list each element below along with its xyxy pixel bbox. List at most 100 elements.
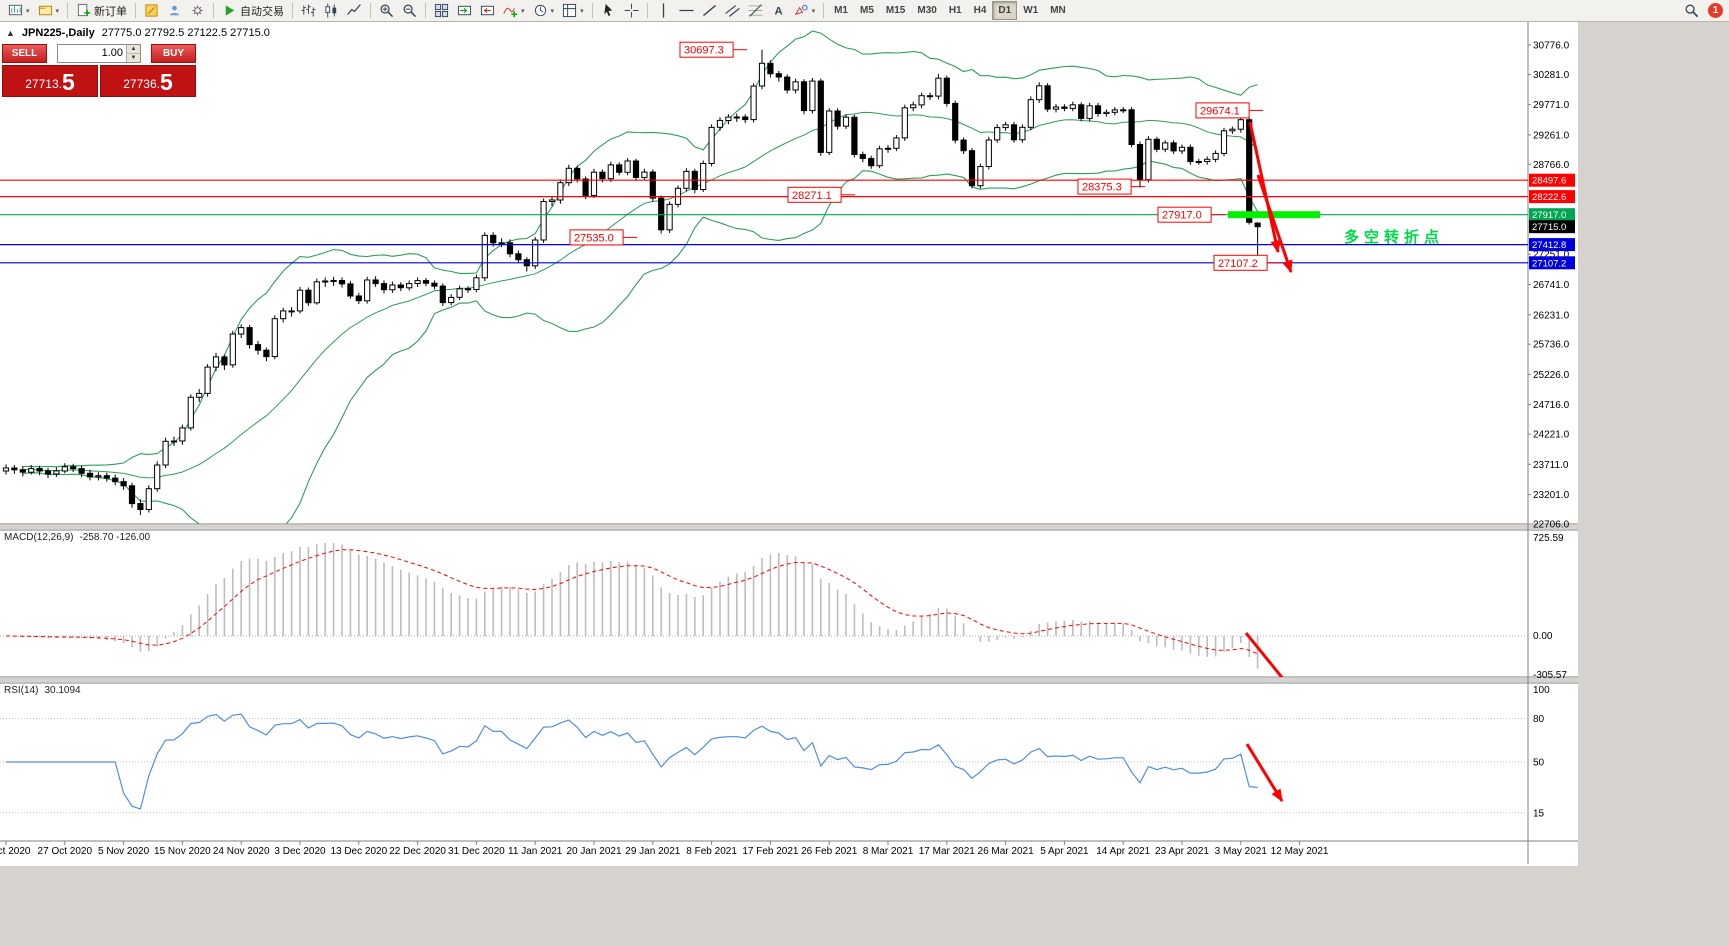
profiles-button[interactable]: ▾ [34, 1, 64, 20]
toolbar-separator [823, 3, 825, 18]
metaeditor-button[interactable] [140, 1, 163, 20]
volume-up-arrow[interactable]: ▲ [127, 45, 140, 54]
toolbar-group-objects: A ▾ [652, 1, 820, 20]
templates-button[interactable]: ▾ [558, 1, 588, 20]
periods-button[interactable]: ▾ [529, 1, 559, 20]
candle-body [800, 81, 808, 112]
zoom-out-button[interactable] [398, 1, 421, 20]
volume-field[interactable]: 1.00 ▲ ▼ [57, 44, 141, 63]
tf-m15-button[interactable]: M15 [880, 1, 911, 20]
panel-splitter[interactable] [0, 525, 1578, 529]
red-arrow-annotation[interactable] [1245, 743, 1284, 803]
main-chart-panel[interactable]: 30697.3 29674.1 28375.3 28271.1 27917.0 27535… [0, 30, 1528, 550]
candle-body [1254, 222, 1261, 228]
green-highlight-zone[interactable] [1228, 211, 1320, 219]
tf-d1-button[interactable]: D1 [992, 1, 1018, 20]
search-button[interactable] [1680, 1, 1703, 20]
price-label-callout[interactable]: 30697.3 [679, 41, 748, 58]
price-axis-tag-text: 28222.6 [1532, 192, 1566, 203]
price-label-callout[interactable]: 28375.3 [1077, 178, 1146, 195]
sell-button[interactable]: SELL [2, 44, 47, 63]
cn-annotation-text[interactable]: 多空转折点 [1344, 228, 1444, 246]
zoom-in-button[interactable] [375, 1, 398, 20]
indicators-button[interactable]: ▾ [499, 1, 529, 20]
options-button[interactable] [186, 1, 209, 20]
red-arrow-annotation[interactable] [1256, 174, 1293, 274]
tf-h1-button[interactable]: H1 [943, 1, 968, 20]
auto-trading-button[interactable]: 自动交易 [218, 1, 288, 20]
line-chart-button[interactable] [343, 1, 366, 20]
macd-panel[interactable] [0, 543, 1528, 701]
price-label-callout[interactable]: 27917.0 [1157, 206, 1226, 223]
shapes-button[interactable]: ▾ [790, 1, 820, 20]
caret-down-icon: ▾ [580, 7, 584, 15]
toolbar-separator [646, 3, 648, 18]
channel-button[interactable] [721, 1, 744, 20]
bollinger-lower-band[interactable] [22, 160, 1259, 550]
candle-body [1162, 142, 1169, 150]
toolbar-group-order: 新订单 [72, 1, 131, 20]
sell-price-small: 27713. [25, 77, 62, 91]
date-label: 13 Dec 2020 [330, 846, 387, 857]
date-label: 22 Dec 2020 [389, 846, 446, 857]
sell-price-panel[interactable]: 27713. 5 [2, 65, 98, 97]
price-label-callout[interactable]: 28271.1 [787, 186, 856, 203]
ohlc-bars-button[interactable] [297, 1, 320, 20]
bollinger-upper-band[interactable] [22, 30, 1258, 468]
candle-body [960, 139, 967, 152]
callout-box [1077, 178, 1132, 195]
candle-body [1178, 146, 1186, 152]
tf-mn-button[interactable]: MN [1044, 1, 1072, 20]
macd-axis-label: 0.00 [1533, 631, 1553, 642]
volume-down-arrow[interactable]: ▼ [127, 54, 140, 62]
candle-body [70, 466, 77, 470]
button-label: 新订单 [94, 5, 128, 18]
toolbar-separator [591, 3, 593, 18]
volume-value[interactable]: 1.00 [101, 47, 123, 59]
new-chart-button[interactable]: ▾ [4, 1, 34, 20]
candle-body [935, 77, 942, 97]
crosshair-button[interactable] [620, 1, 643, 20]
fibonacci-button[interactable] [744, 1, 767, 20]
candle-body [263, 349, 270, 358]
tf-m30-button[interactable]: M30 [911, 1, 942, 20]
vertical-line-button[interactable] [652, 1, 675, 20]
trendline-button[interactable] [698, 1, 721, 20]
buy-button[interactable]: BUY [151, 44, 196, 63]
red-arrow-annotation[interactable] [1244, 632, 1301, 701]
candle-body [901, 107, 908, 139]
community-button[interactable] [163, 1, 186, 20]
callout-text: 27917.0 [1162, 210, 1202, 222]
price-label-callout[interactable]: 29674.1 [1195, 102, 1264, 119]
new-order-button[interactable]: 新订单 [72, 1, 131, 20]
candle-body [582, 178, 589, 196]
horizontal-line-button[interactable] [675, 1, 698, 20]
bollinger-middle-band[interactable] [22, 111, 1258, 479]
price-axis-tag-text: 27107.2 [1532, 258, 1566, 269]
tiles-icon [434, 3, 449, 18]
tf-m5-button[interactable]: M5 [854, 1, 880, 20]
toolbar-group-apps [140, 1, 209, 20]
candlestick-button[interactable] [320, 1, 343, 20]
price-label-callout[interactable]: 27107.2 [1213, 254, 1282, 271]
rsi-panel[interactable] [0, 713, 1528, 814]
caret-down-icon: ▾ [550, 7, 555, 15]
panel-splitter[interactable] [0, 678, 1578, 682]
tf-w1-button[interactable]: W1 [1017, 1, 1044, 20]
red-arrow-annotation[interactable] [1248, 121, 1281, 254]
tf-h4-button[interactable]: H4 [968, 1, 993, 20]
cursor-button[interactable] [597, 1, 620, 20]
notification-badge[interactable]: 1 [1708, 3, 1723, 18]
auto-scroll-button[interactable] [453, 1, 476, 20]
candle-body [557, 182, 564, 201]
buy-price-panel[interactable]: 27736. 5 [100, 65, 196, 97]
sell-price-big: 5 [61, 69, 75, 95]
text-button[interactable]: A [767, 1, 790, 20]
chart-shift-button[interactable] [476, 1, 499, 20]
tile-windows-button[interactable] [430, 1, 453, 20]
tf-m1-button[interactable]: M1 [828, 1, 854, 20]
fib-icon [748, 4, 763, 17]
price-label-callout[interactable]: 27535.0 [569, 229, 638, 246]
